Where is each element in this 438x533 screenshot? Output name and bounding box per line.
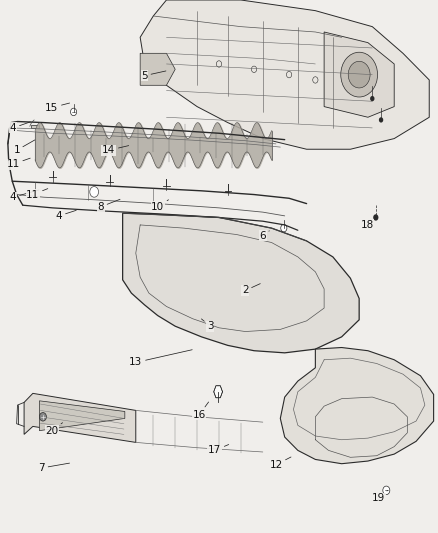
Circle shape (90, 187, 99, 197)
Polygon shape (31, 125, 39, 128)
Text: 5: 5 (141, 71, 166, 80)
Text: 11: 11 (26, 189, 48, 199)
Text: 4: 4 (56, 211, 76, 221)
Text: 6: 6 (259, 231, 269, 240)
Circle shape (379, 117, 383, 123)
Text: 8: 8 (97, 199, 120, 212)
Polygon shape (280, 348, 434, 464)
Circle shape (348, 61, 370, 88)
Circle shape (370, 96, 374, 101)
Polygon shape (140, 0, 429, 149)
Text: 1: 1 (13, 140, 35, 155)
Text: 19: 19 (372, 490, 388, 503)
Text: 4: 4 (10, 122, 30, 133)
Circle shape (39, 413, 46, 421)
Polygon shape (24, 393, 136, 442)
Text: 18: 18 (360, 217, 376, 230)
Text: 4: 4 (10, 190, 39, 202)
Text: 17: 17 (208, 445, 229, 455)
Text: 16: 16 (193, 402, 208, 419)
Polygon shape (123, 213, 359, 353)
Text: 2: 2 (242, 284, 260, 295)
Polygon shape (39, 401, 125, 431)
Text: 14: 14 (102, 146, 129, 155)
Text: 13: 13 (129, 350, 192, 367)
Text: 15: 15 (45, 103, 70, 112)
Polygon shape (324, 32, 394, 117)
Polygon shape (214, 386, 223, 398)
Text: 12: 12 (269, 457, 291, 470)
Circle shape (281, 224, 287, 232)
Text: 20: 20 (45, 423, 63, 435)
Text: 11: 11 (7, 158, 30, 169)
Circle shape (341, 52, 378, 97)
Polygon shape (140, 53, 175, 85)
Circle shape (383, 486, 390, 495)
Text: 7: 7 (38, 463, 70, 473)
Circle shape (373, 214, 378, 221)
Text: 3: 3 (201, 319, 214, 331)
Circle shape (71, 108, 77, 116)
Text: 10: 10 (151, 200, 169, 212)
